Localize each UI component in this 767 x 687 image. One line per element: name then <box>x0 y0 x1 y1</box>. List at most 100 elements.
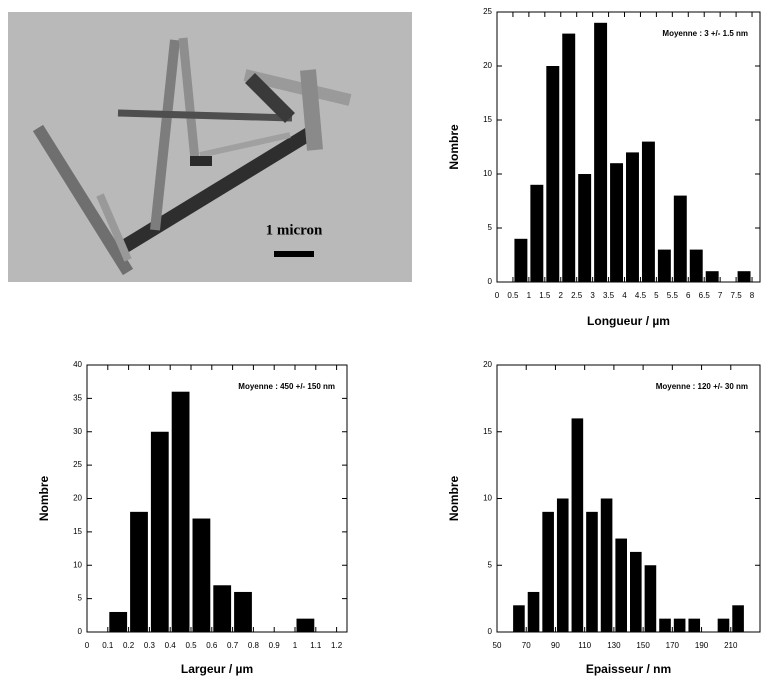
y-axis-label: Nombre <box>447 476 461 522</box>
annotation: Moyenne : 3 +/- 1.5 nm <box>662 29 748 38</box>
x-tick-label: 1 <box>527 291 532 300</box>
chart: 0 5 10 15 20 25 0 0.5 1 1.5 2 2.5 3 3.5 4 4.5 5 5.5 6 6.5 7 7… <box>447 7 761 328</box>
bar <box>705 271 719 282</box>
x-tick-label: 5 <box>654 291 659 300</box>
bar <box>688 618 701 632</box>
y-tick-label: 20 <box>483 61 492 70</box>
bar <box>644 565 657 632</box>
x-tick-label: 150 <box>636 641 650 650</box>
x-tick-label: 0 <box>495 291 500 300</box>
x-tick-label: 0.2 <box>123 641 135 650</box>
y-tick-label: 10 <box>73 560 82 569</box>
x-tick-label: 0 <box>85 641 90 650</box>
x-tick-label: 7.5 <box>731 291 743 300</box>
x-tick-label: 50 <box>493 641 502 650</box>
x-tick-label: 5.5 <box>667 291 679 300</box>
x-tick-label: 210 <box>724 641 738 650</box>
scale-label: 1 micron <box>266 222 323 238</box>
x-tick-label: 0.1 <box>102 641 114 650</box>
y-tick-label: 10 <box>483 494 492 503</box>
x-tick-label: 0.4 <box>165 641 177 650</box>
y-tick-label: 30 <box>73 427 82 436</box>
y-tick-label: 25 <box>483 7 492 16</box>
x-tick-label: 0.8 <box>248 641 260 650</box>
x-tick-label: 170 <box>666 641 680 650</box>
x-tick-label: 1.1 <box>310 641 322 650</box>
x-tick-label: 3 <box>590 291 595 300</box>
x-tick-label: 70 <box>522 641 531 650</box>
y-tick-label: 15 <box>73 527 82 536</box>
bar <box>527 591 540 632</box>
y-tick-label: 0 <box>488 627 493 636</box>
bar <box>610 163 624 282</box>
x-tick-label: 1.5 <box>539 291 551 300</box>
y-axis-label: Nombre <box>447 124 461 170</box>
bar <box>514 238 528 282</box>
bar <box>586 511 598 632</box>
bar <box>530 184 544 282</box>
bar <box>296 618 315 632</box>
x-tick-label: 110 <box>578 641 591 650</box>
x-axis-label: Longueur / µm <box>587 314 670 328</box>
y-tick-label: 20 <box>73 494 82 503</box>
bar <box>109 611 128 632</box>
bar <box>171 391 190 632</box>
x-tick-label: 0.6 <box>206 641 218 650</box>
x-tick-label: 0.9 <box>269 641 281 650</box>
bar <box>657 249 671 282</box>
x-tick-label: 0.7 <box>227 641 239 650</box>
annotation: Moyenne : 120 +/- 30 nm <box>656 382 748 391</box>
x-tick-label: 2 <box>559 291 564 300</box>
x-tick-label: 0.5 <box>507 291 519 300</box>
bar <box>615 538 627 632</box>
x-tick-label: 8 <box>750 291 755 300</box>
y-tick-label: 20 <box>483 360 492 369</box>
x-axis-label: Largeur / µm <box>181 662 253 676</box>
chart: 0 5 10 15 20 50 70 90 110 130 150 170 190 210 Moyenne … <box>447 360 761 676</box>
x-tick-label: 0.3 <box>144 641 156 650</box>
bar <box>578 174 592 282</box>
bar <box>571 418 584 632</box>
y-tick-label: 25 <box>73 460 82 469</box>
bar <box>542 511 554 632</box>
y-tick-label: 0 <box>78 627 83 636</box>
bar <box>562 33 576 282</box>
x-tick-label: 130 <box>607 641 621 650</box>
bar <box>732 605 744 632</box>
y-tick-label: 5 <box>488 223 493 232</box>
y-axis-label: Nombre <box>37 476 51 522</box>
bar <box>556 498 569 632</box>
y-tick-label: 35 <box>73 393 82 402</box>
bar <box>234 591 252 632</box>
x-tick-label: 4.5 <box>635 291 647 300</box>
bar <box>213 585 232 632</box>
y-tick-label: 15 <box>483 427 492 436</box>
bar <box>594 22 608 283</box>
x-tick-label: 1.2 <box>331 641 343 650</box>
annotation: Moyenne : 450 +/- 150 nm <box>238 382 335 391</box>
x-tick-label: 4 <box>622 291 627 300</box>
y-tick-label: 5 <box>488 560 493 569</box>
bar <box>673 618 686 632</box>
bar <box>630 551 642 632</box>
x-tick-label: 3.5 <box>603 291 615 300</box>
x-tick-label: 1 <box>293 641 298 650</box>
bar <box>546 66 560 282</box>
x-axis-label: Epaisseur / nm <box>586 662 671 676</box>
bar <box>513 605 525 632</box>
bar <box>673 195 687 282</box>
y-tick-label: 10 <box>483 169 492 178</box>
y-tick-label: 0 <box>488 277 493 286</box>
bar <box>626 152 639 282</box>
bar <box>600 498 613 632</box>
y-tick-label: 15 <box>483 115 492 124</box>
bar <box>689 249 703 282</box>
x-tick-label: 2.5 <box>571 291 583 300</box>
bar <box>150 431 169 632</box>
bar <box>192 518 211 632</box>
bar <box>737 271 751 282</box>
y-tick-label: 5 <box>78 594 83 603</box>
bar <box>717 618 730 632</box>
bar <box>641 141 655 282</box>
